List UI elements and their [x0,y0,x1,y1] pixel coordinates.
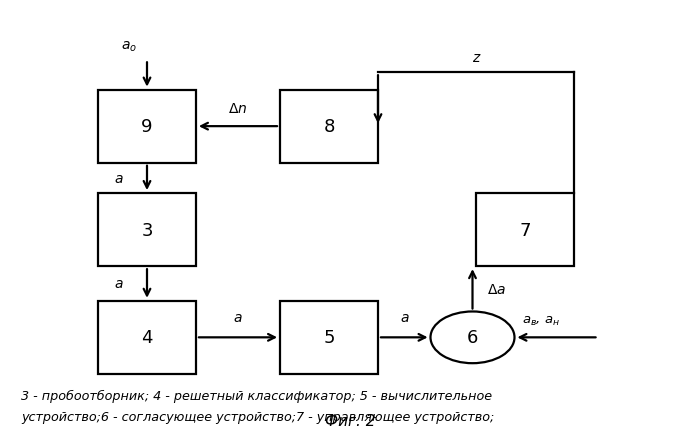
Text: $a_o$: $a_o$ [122,40,137,54]
Text: устройство;6 - согласующее устройство;7 - управляющее устройство;: устройство;6 - согласующее устройство;7 … [21,410,494,423]
Text: 7: 7 [519,221,531,239]
Text: 5: 5 [323,329,335,347]
Text: 6: 6 [467,329,478,347]
Text: a: a [115,172,123,185]
Bar [280,301,378,374]
Text: 3 - пробоотборник; 4 - решетный классификатор; 5 - вычислительное: 3 - пробоотборник; 4 - решетный классифи… [21,389,492,402]
Bar [280,90,378,163]
Text: $\Delta n$: $\Delta n$ [228,102,248,116]
Text: a: a [234,311,242,325]
Bar [98,90,196,163]
Text: 8: 8 [323,118,335,136]
Text: $\Delta a$: $\Delta a$ [486,282,505,296]
Text: $a_в$, $a_н$: $a_в$, $a_н$ [522,314,560,327]
Text: a: a [400,311,409,325]
Text: Фиг. 2: Фиг. 2 [325,413,375,428]
Text: 4: 4 [141,329,153,347]
Text: 3: 3 [141,221,153,239]
Text: z: z [473,51,480,64]
Text: 9: 9 [141,118,153,136]
Bar [476,194,574,267]
Bar [98,301,196,374]
Bar [98,194,196,267]
Text: a: a [115,277,123,291]
